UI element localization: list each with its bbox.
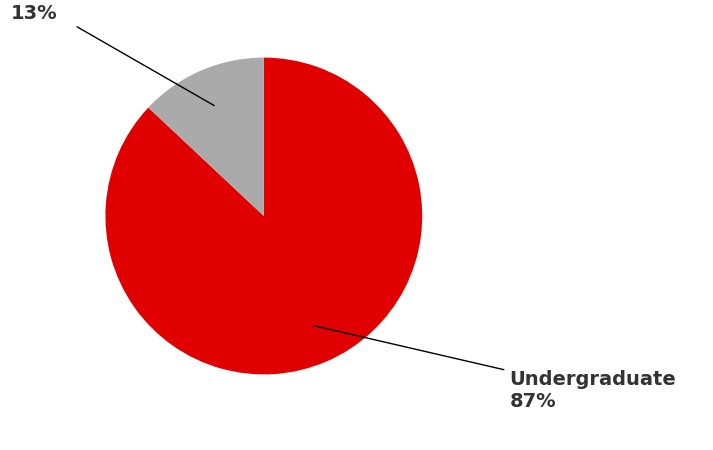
Wedge shape xyxy=(106,58,422,374)
Text: Undergraduate
87%: Undergraduate 87% xyxy=(314,326,676,411)
Text: Graduate
13%: Graduate 13% xyxy=(0,0,214,106)
Wedge shape xyxy=(148,58,264,216)
